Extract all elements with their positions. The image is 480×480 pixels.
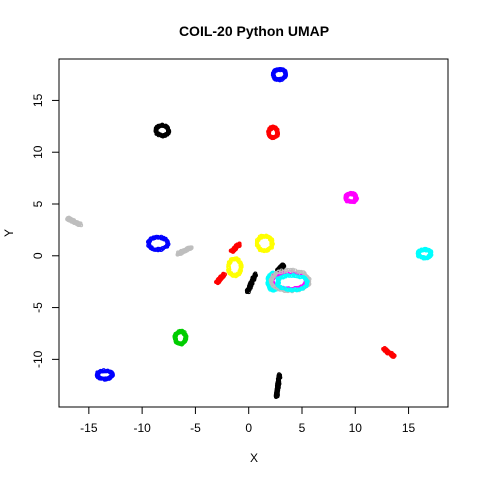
y-tick-label: -10 (31, 350, 45, 368)
chart-title: COIL-20 Python UMAP (179, 23, 329, 39)
cluster-7 (228, 241, 242, 254)
data-point (280, 274, 285, 279)
data-point (184, 336, 189, 341)
data-point (283, 268, 288, 273)
data-point (282, 264, 287, 269)
x-tick-label: -15 (80, 421, 98, 435)
cluster-18 (172, 328, 189, 347)
data-point (270, 241, 275, 246)
cluster-4 (65, 215, 84, 228)
data-point (289, 273, 294, 278)
cluster-1 (153, 122, 172, 139)
data-point (354, 196, 359, 201)
y-tick-label: 15 (31, 93, 45, 107)
x-tick-label: -5 (190, 421, 201, 435)
x-tick-label: 0 (245, 421, 252, 435)
cluster-20 (94, 368, 115, 382)
scatter-points (65, 66, 434, 400)
data-point (189, 245, 194, 250)
cluster-11 (214, 271, 227, 286)
cluster-3 (343, 190, 359, 205)
cluster-8 (254, 233, 275, 254)
data-point (166, 128, 171, 133)
data-point (283, 73, 288, 78)
x-tick-label: 10 (349, 421, 363, 435)
data-point (166, 242, 171, 247)
x-axis: -15 -10 -5 0 5 10 15 (80, 406, 416, 435)
x-tick-label: 5 (299, 421, 306, 435)
data-point (237, 241, 242, 246)
data-point (296, 269, 301, 274)
y-tick-label: 5 (31, 200, 45, 207)
data-point (278, 285, 283, 290)
cluster-19 (381, 346, 397, 359)
data-point (275, 131, 280, 136)
data-point (238, 266, 243, 271)
y-tick-label: 0 (31, 252, 45, 259)
cluster-2 (266, 124, 280, 141)
y-axis-label: Y (2, 229, 16, 237)
cluster-12 (244, 271, 258, 295)
data-point (304, 281, 309, 286)
cluster-0 (270, 66, 288, 83)
data-point (428, 251, 433, 256)
data-point (392, 353, 397, 358)
cluster-6 (175, 245, 194, 257)
data-point (158, 235, 163, 240)
cluster-5 (146, 234, 171, 253)
x-tick-label: -10 (133, 421, 151, 435)
x-tick-label: 15 (402, 421, 416, 435)
data-point (253, 271, 258, 276)
data-point (238, 268, 243, 273)
cluster-10 (226, 256, 244, 279)
cluster-21 (273, 372, 283, 400)
data-point (110, 373, 115, 378)
x-axis-label: X (250, 451, 258, 465)
cluster-17 (274, 272, 310, 293)
data-point (221, 271, 226, 276)
data-point (77, 222, 82, 227)
y-tick-label: -5 (31, 302, 45, 313)
y-tick-label: 10 (31, 145, 45, 159)
cluster-9 (415, 246, 434, 261)
y-axis: -10 -5 0 5 10 15 (31, 93, 60, 368)
data-point (274, 394, 279, 399)
data-point (226, 265, 231, 270)
